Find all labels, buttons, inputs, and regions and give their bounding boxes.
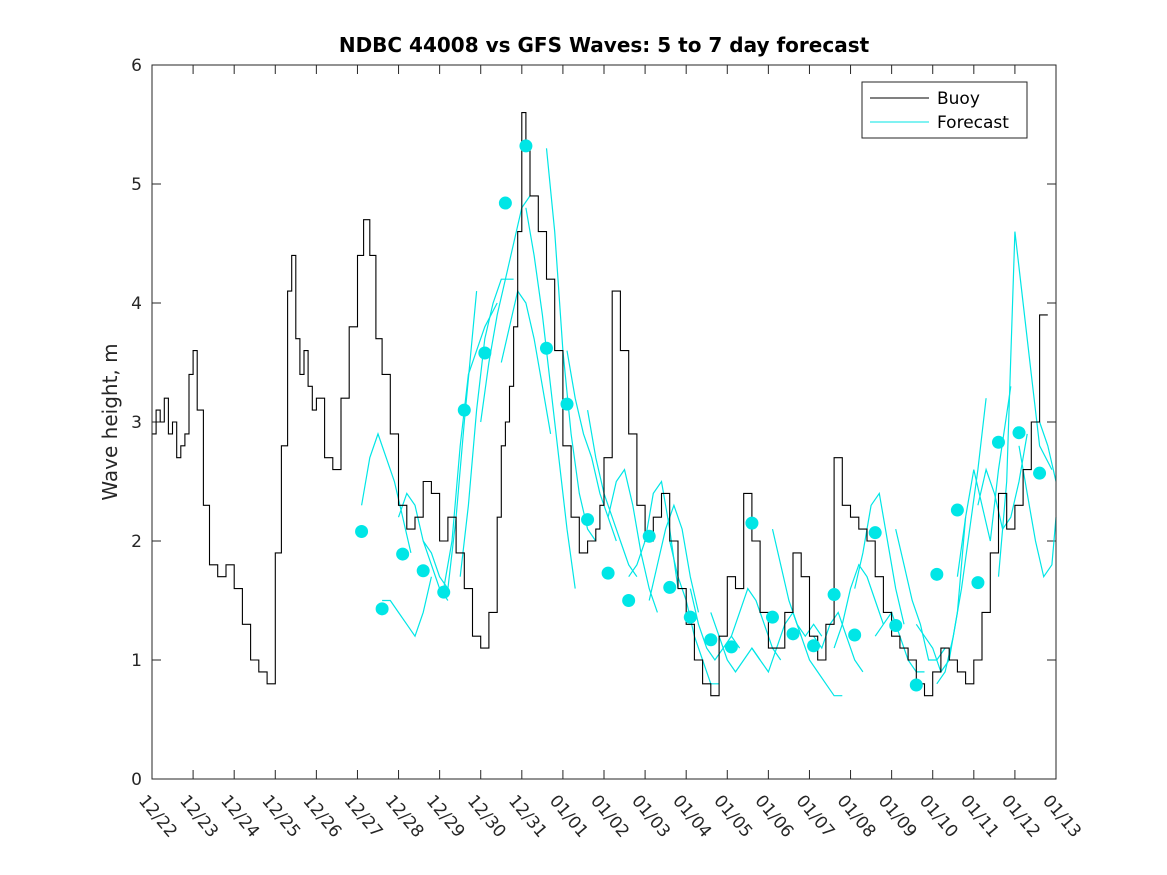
forecast-line: [997, 231, 1053, 577]
forecast-marker: [724, 640, 738, 654]
forecast-line: [1018, 445, 1057, 579]
forecast-line: [854, 491, 905, 625]
forecast-line: [1039, 421, 1057, 482]
forecast-line: [936, 398, 987, 685]
forecast-line: [443, 302, 498, 589]
buoy-line: [152, 112, 1048, 697]
forecast-line: [648, 503, 700, 613]
forecast-marker: [601, 566, 615, 580]
forecast-marker: [786, 627, 800, 641]
y-tick-label: 3: [131, 413, 142, 433]
legend-box: [861, 81, 1028, 139]
y-tick-label: 6: [131, 56, 142, 76]
forecast-line: [956, 386, 1012, 577]
forecast-marker: [827, 588, 841, 602]
forecast-marker: [704, 633, 718, 647]
legend-buoy-label: Buoy: [937, 89, 980, 109]
forecast-marker: [930, 567, 944, 581]
forecast-line: [833, 563, 884, 649]
forecast-line: [545, 148, 597, 542]
forecast-marker: [1012, 426, 1026, 440]
legend: Buoy Forecast: [861, 81, 1028, 139]
forecast-marker: [1033, 466, 1047, 480]
forecast-marker: [950, 503, 964, 517]
forecast-marker: [396, 547, 410, 561]
forecast-marker: [519, 139, 533, 153]
forecast-marker: [868, 526, 882, 540]
forecast-marker: [971, 576, 985, 590]
forecast-marker: [991, 435, 1005, 449]
buoy-series: [152, 112, 1048, 697]
forecast-marker: [683, 610, 697, 624]
forecast-line: [382, 576, 432, 638]
forecast-marker: [642, 529, 656, 543]
y-tick-label: 0: [131, 770, 142, 790]
forecast-marker: [663, 580, 677, 594]
forecast-marker: [909, 678, 923, 692]
chart-title: NDBC 44008 vs GFS Waves: 5 to 7 day fore…: [339, 33, 870, 57]
forecast-marker: [478, 346, 492, 360]
forecast-marker: [889, 618, 903, 632]
axes-box: [151, 64, 1057, 780]
forecast-marker: [581, 513, 595, 527]
plot-area: [152, 65, 1056, 779]
forecast-marker: [498, 196, 512, 210]
y-tick-label: 1: [131, 651, 142, 671]
forecast-marker: [457, 403, 471, 417]
forecast-marker: [375, 602, 389, 616]
forecast-marker: [539, 341, 553, 355]
y-tick-labels: 0 1 2 3 4 5 6: [131, 56, 142, 790]
forecast-marker: [765, 610, 779, 624]
forecast-marker: [355, 524, 369, 538]
y-axis-label: Wave height, m: [98, 343, 122, 500]
y-tick-label: 2: [131, 532, 142, 552]
forecast-marker: [807, 639, 821, 653]
forecast-markers: [355, 139, 1047, 692]
forecast-line: [500, 289, 552, 435]
forecast-line: [459, 278, 514, 577]
legend-forecast-label: Forecast: [937, 113, 1009, 133]
forecast-line: [792, 612, 843, 697]
forecast-line: [361, 432, 412, 554]
forecast-marker: [416, 564, 430, 578]
forecast-marker: [622, 594, 636, 607]
forecast-marker: [848, 628, 862, 642]
y-tick-label: 5: [131, 175, 142, 195]
forecast-series: [361, 148, 1057, 697]
forecast-line: [525, 207, 576, 589]
forecast-marker: [745, 516, 759, 530]
forecast-marker: [437, 585, 451, 599]
forecast-line: [813, 611, 864, 673]
forecast-marker: [560, 397, 574, 411]
forecast-line: [607, 468, 658, 613]
y-tick-label: 4: [131, 294, 142, 314]
forecast-line: [587, 409, 638, 578]
